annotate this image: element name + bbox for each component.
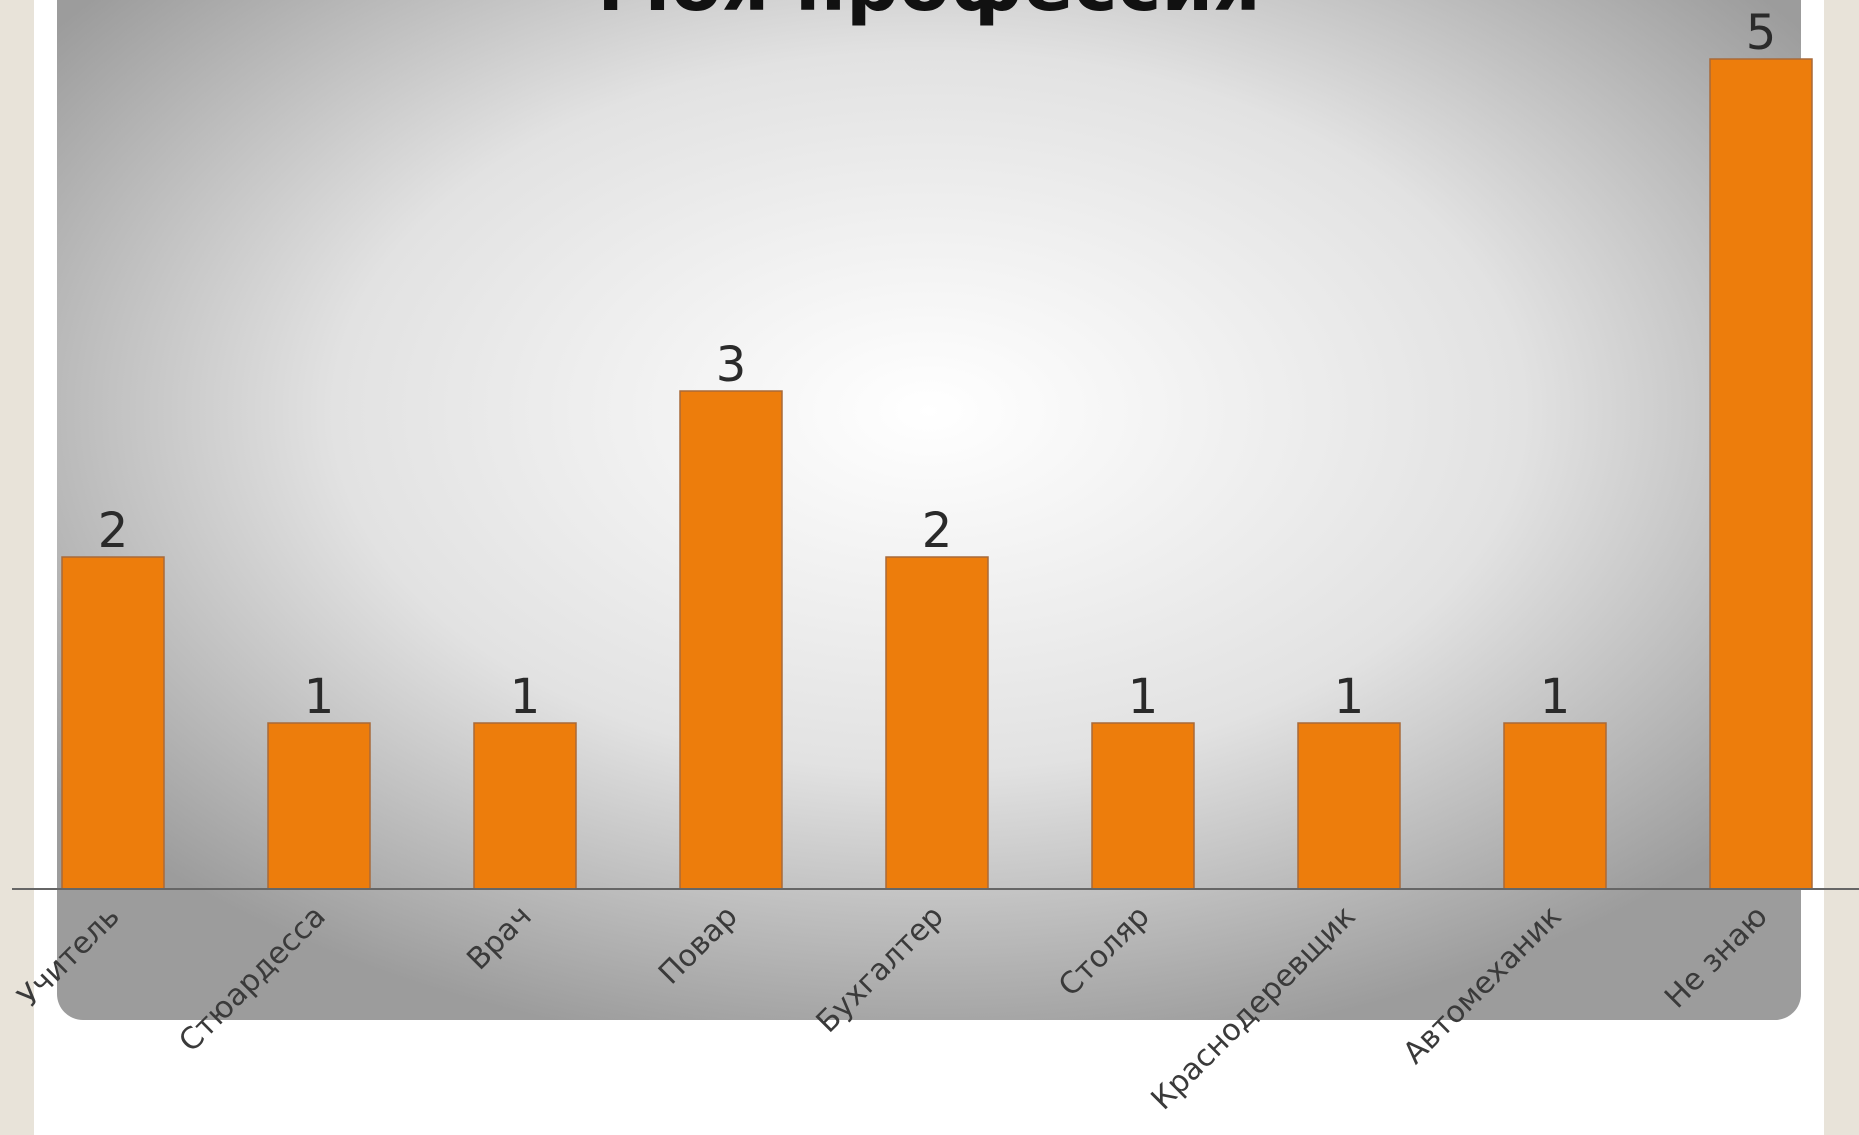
- data-label-8: 1: [1540, 669, 1571, 725]
- bar-4: [679, 390, 783, 890]
- data-label-9: 5: [1746, 5, 1777, 61]
- data-label-7: 1: [1334, 669, 1365, 725]
- bar-2: [267, 722, 371, 890]
- data-label-2: 1: [304, 669, 335, 725]
- data-label-5: 2: [922, 503, 953, 559]
- chart-title: Моя профессия: [597, 0, 1260, 28]
- data-label-4: 3: [716, 337, 747, 393]
- bar-7: [1297, 722, 1401, 890]
- bar-5: [885, 556, 989, 890]
- value-labels-layer: 2 1 1 3 2 1 1 1 5: [98, 5, 1777, 725]
- bar-9: [1709, 58, 1813, 890]
- data-label-6: 1: [1128, 669, 1159, 725]
- bars-layer: [61, 58, 1813, 890]
- data-label-1: 2: [98, 503, 129, 559]
- data-label-3: 1: [510, 669, 541, 725]
- bar-6: [1091, 722, 1195, 890]
- bar-3: [473, 722, 577, 890]
- bar-1: [61, 556, 165, 890]
- bar-8: [1503, 722, 1607, 890]
